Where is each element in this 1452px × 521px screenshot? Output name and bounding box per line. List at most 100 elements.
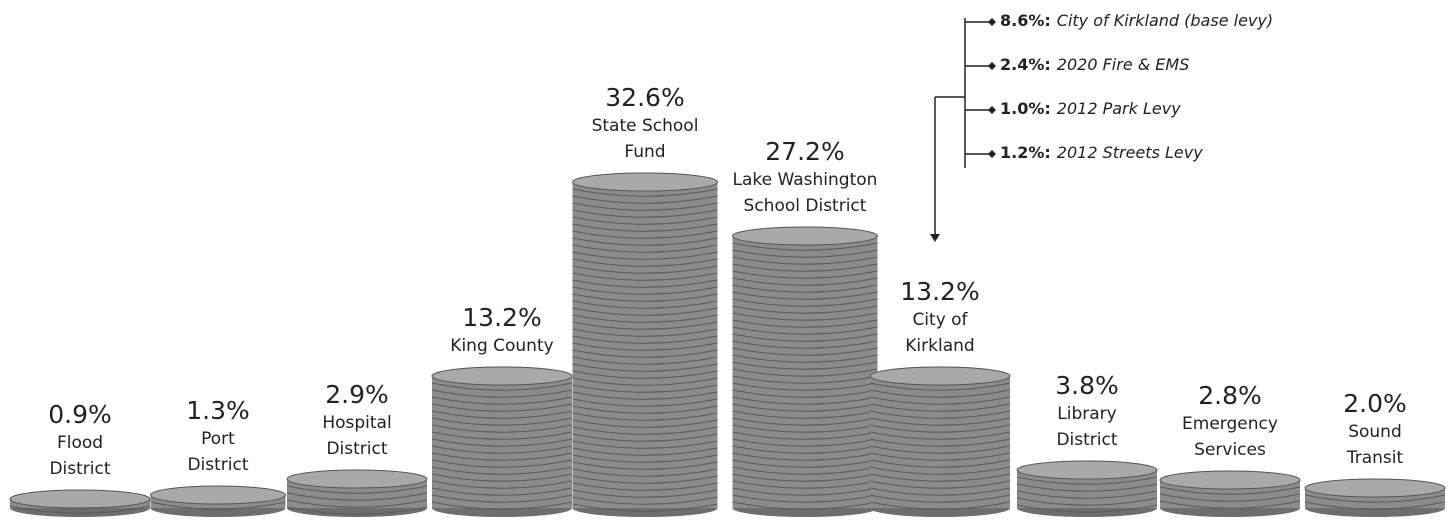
category-name: Sound Transit: [1346, 422, 1404, 468]
coin-edge: [732, 354, 878, 363]
coin-edge: [732, 494, 878, 503]
coin-edge: [1304, 494, 1446, 503]
breakdown-value: 8.6%:: [1000, 11, 1051, 30]
value-label: 32.6%: [605, 83, 685, 112]
coin-edge: [572, 475, 718, 484]
coin-edge: [869, 396, 1011, 405]
breakdown-label: 2012 Park Levy: [1056, 99, 1181, 118]
coin-edge: [431, 417, 573, 426]
value-label: 13.2%: [900, 277, 980, 306]
coin-edge: [572, 419, 718, 428]
category-name: Port District: [187, 429, 249, 475]
coin-edge: [732, 431, 878, 440]
coin-edge: [1016, 504, 1158, 513]
coin-edge: [1159, 493, 1301, 502]
coin-edge: [572, 286, 718, 295]
coin-edge: [572, 237, 718, 246]
coin-edge: [732, 466, 878, 475]
coin-edge: [869, 487, 1011, 496]
coin-stack: [732, 236, 878, 508]
coin-edge: [572, 489, 718, 498]
category-name: King County: [450, 336, 554, 356]
coin-top: [869, 366, 1011, 386]
coin-edge: [286, 499, 428, 508]
coin-top: [1304, 478, 1446, 498]
coin-edge: [1016, 483, 1158, 492]
coin-edge: [869, 403, 1011, 412]
coin-edge: [869, 417, 1011, 426]
coin-top: [732, 226, 878, 246]
breakdown-value: 1.0%:: [1000, 99, 1051, 118]
coin-edge: [869, 431, 1011, 440]
coin-edge: [9, 505, 151, 514]
coin-edge: [572, 454, 718, 463]
category-name: Library District: [1056, 404, 1118, 450]
coin-edge: [572, 300, 718, 309]
coin-edge: [572, 370, 718, 379]
coin-edge: [1159, 500, 1301, 509]
breakdown-item: 2.4%: 2020 Fire & EMS: [1000, 55, 1189, 74]
value-label: 2.0%: [1343, 389, 1407, 418]
coin-edge: [572, 503, 718, 512]
coin-edge: [572, 342, 718, 351]
coin-edge: [1016, 490, 1158, 499]
coin-edge: [431, 389, 573, 398]
coin-edge: [572, 377, 718, 386]
coin-edge: [572, 314, 718, 323]
coin-edge: [732, 319, 878, 328]
value-label: 2.9%: [325, 380, 389, 409]
coin-edge: [431, 445, 573, 454]
coin-edge: [431, 494, 573, 503]
category-label: 2.8% Emergency Services: [1165, 381, 1295, 463]
category-label: 2.9% Hospital District: [302, 380, 412, 462]
breakdown-value: 1.2%:: [1000, 143, 1051, 162]
coin-edge: [431, 501, 573, 510]
coin-edge: [572, 468, 718, 477]
coin-edge: [732, 473, 878, 482]
coin-edge: [732, 445, 878, 454]
coin-edge: [431, 438, 573, 447]
category-name: Emergency Services: [1182, 414, 1278, 460]
coin-edge: [732, 389, 878, 398]
breakdown-item: 1.0%: 2012 Park Levy: [1000, 99, 1181, 118]
coin-top: [9, 489, 151, 509]
coin-edge: [431, 480, 573, 489]
coin-edge: [732, 459, 878, 468]
arrow-head: [930, 234, 940, 242]
coin-edge: [572, 412, 718, 421]
value-label: 13.2%: [462, 303, 542, 332]
coin-edge: [732, 501, 878, 510]
coin-top: [431, 366, 573, 386]
coin-edge: [572, 328, 718, 337]
coin-edge: [431, 424, 573, 433]
coin-edge: [431, 452, 573, 461]
coin-edge: [869, 480, 1011, 489]
category-label: 2.0% Sound Transit: [1325, 389, 1425, 471]
coin-edge: [572, 440, 718, 449]
coin-edge: [431, 459, 573, 468]
coin-edge: [869, 473, 1011, 482]
value-label: 1.3%: [186, 396, 250, 425]
breakdown-label: City of Kirkland (base levy): [1056, 11, 1274, 30]
breakdown-item: 1.2%: 2012 Streets Levy: [1000, 143, 1203, 162]
coin-edge: [732, 452, 878, 461]
category-label: 13.2% City of Kirkland: [885, 277, 995, 359]
coin-edge: [732, 305, 878, 314]
coin-edge: [732, 396, 878, 405]
coin-stack: [870, 376, 1010, 508]
coin-top: [1159, 470, 1301, 490]
coin-edge: [572, 251, 718, 260]
coin-edge: [732, 326, 878, 335]
coin-edge: [572, 433, 718, 442]
category-name: City of Kirkland: [905, 310, 975, 356]
coin-edge: [572, 265, 718, 274]
coin-edge: [732, 410, 878, 419]
coin-edge: [732, 487, 878, 496]
coin-edge: [572, 391, 718, 400]
category-name: Hospital District: [322, 413, 392, 459]
coin-edge: [732, 256, 878, 265]
coin-edge: [150, 501, 286, 510]
coin-edge: [572, 398, 718, 407]
coin-edge: [286, 492, 428, 501]
coin-edge: [572, 244, 718, 253]
